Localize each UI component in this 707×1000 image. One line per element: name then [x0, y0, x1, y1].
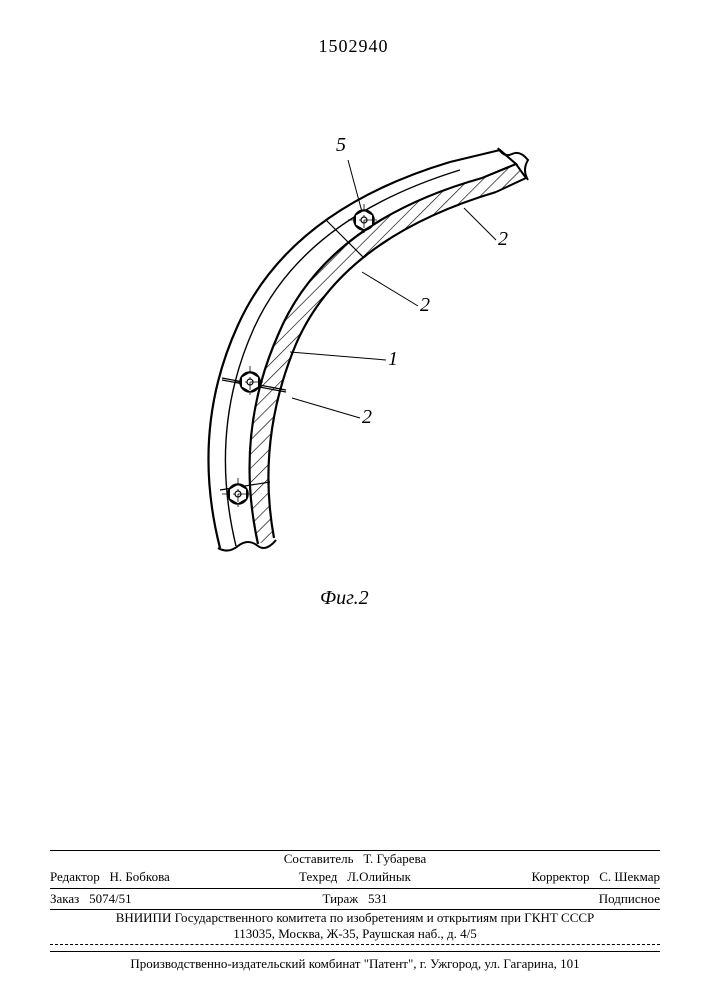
- figure-2: 5 2 2 1 2 Фиг.2: [150, 130, 530, 610]
- editor-name: Н. Бобкова: [109, 869, 169, 884]
- order-label: Заказ: [50, 891, 79, 906]
- org-line-1: ВНИИПИ Государственного комитета по изоб…: [50, 910, 660, 926]
- callout-2-mid: 2: [420, 294, 430, 317]
- document-number: 1502940: [0, 36, 707, 57]
- editor-label: Редактор: [50, 869, 100, 884]
- corrector-name: С. Шекмар: [599, 869, 660, 884]
- callout-2-upper: 2: [498, 228, 508, 251]
- tirazh-value: 531: [368, 891, 388, 906]
- compiler-label: Составитель: [284, 851, 354, 866]
- order-value: 5074/51: [89, 891, 132, 906]
- callout-2-lower: 2: [362, 406, 372, 429]
- org-line-2: 113035, Москва, Ж-35, Раушская наб., д. …: [50, 926, 660, 942]
- corrector-label: Корректор: [532, 869, 590, 884]
- publisher-line: Производственно-издательский комбинат "П…: [50, 956, 660, 972]
- podpisnoe: Подписное: [599, 891, 660, 906]
- callout-5: 5: [336, 134, 346, 157]
- callout-1: 1: [388, 348, 398, 371]
- tirazh-label: Тираж: [322, 891, 358, 906]
- figure-label: Фиг.2: [320, 587, 369, 610]
- compiler-line: Составитель Т. Губарева: [50, 851, 660, 867]
- tehred-label: Техред: [299, 869, 337, 884]
- tehred-name: Л.Олийнык: [347, 869, 411, 884]
- figure-2-svg: [150, 130, 530, 590]
- compiler-name: Т. Губарева: [363, 851, 426, 866]
